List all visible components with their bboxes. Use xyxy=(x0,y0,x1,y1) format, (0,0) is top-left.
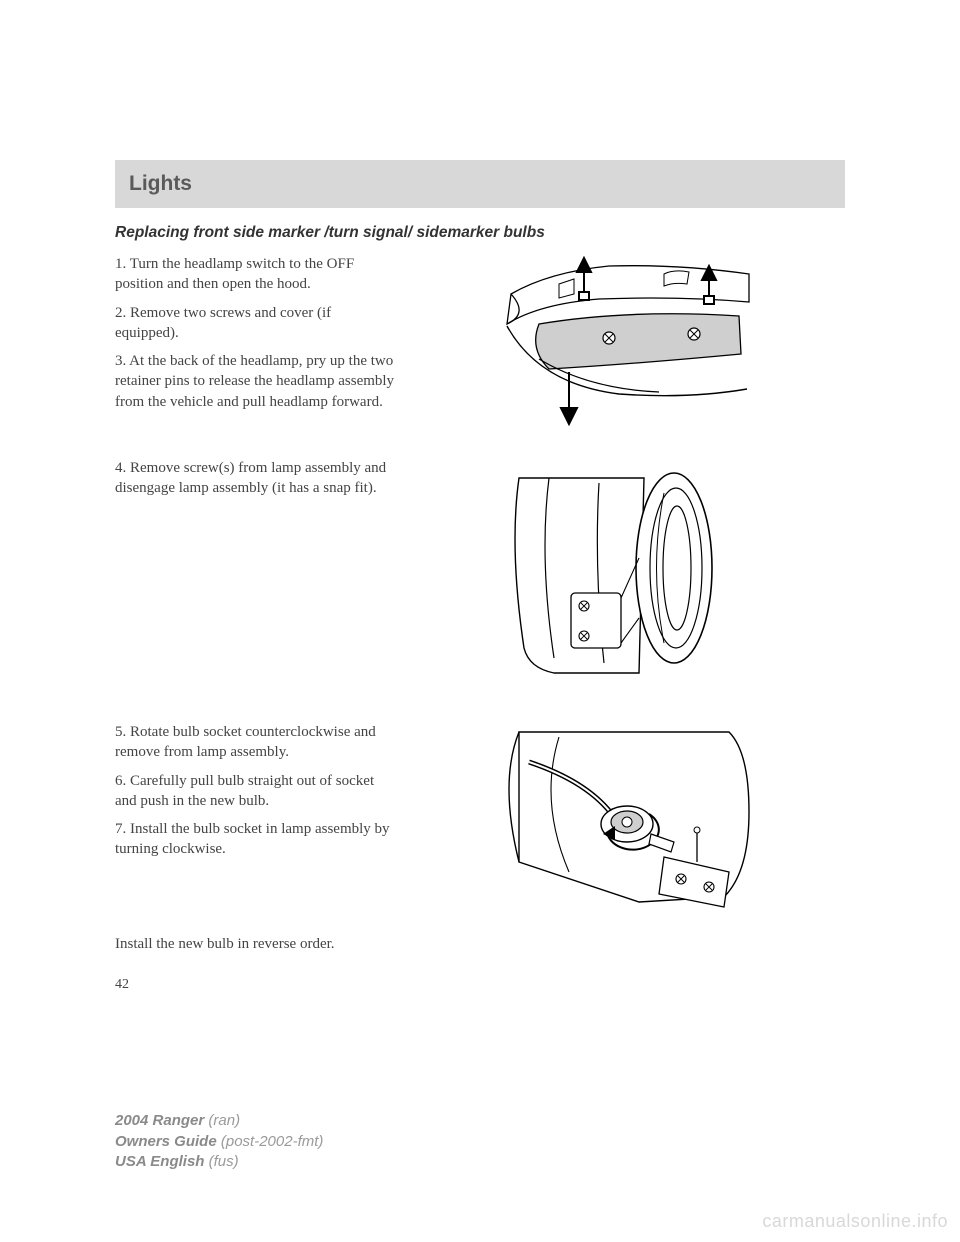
headlamp-cover-diagram xyxy=(499,254,759,434)
block-2: 4. Remove screw(s) from lamp assembly an… xyxy=(115,458,845,698)
section-title: Lights xyxy=(129,172,192,196)
section-header: Lights xyxy=(115,160,845,208)
watermark: carmanualsonline.info xyxy=(762,1211,948,1232)
step-2: 2. Remove two screws and cover (if equip… xyxy=(115,303,395,344)
step-4: 4. Remove screw(s) from lamp assembly an… xyxy=(115,458,395,499)
footer-code-1: (ran) xyxy=(208,1112,240,1129)
footer: 2004 Ranger (ran) Owners Guide (post-200… xyxy=(115,1111,323,1172)
step-7: 7. Install the bulb socket in lamp assem… xyxy=(115,819,395,860)
closing-note: Install the new bulb in reverse order. xyxy=(115,936,845,953)
block-1: 1. Turn the headlamp switch to the OFF p… xyxy=(115,254,845,434)
page-number: 42 xyxy=(115,977,845,993)
block-1-image xyxy=(413,254,845,434)
footer-line-1: 2004 Ranger (ran) xyxy=(115,1111,323,1131)
block-3-image xyxy=(413,722,845,912)
footer-guide: Owners Guide xyxy=(115,1133,221,1150)
footer-lang: USA English xyxy=(115,1153,209,1170)
step-5: 5. Rotate bulb socket counterclockwise a… xyxy=(115,722,395,763)
block-2-image xyxy=(413,458,845,698)
page-content: Lights Replacing front side marker /turn… xyxy=(0,0,960,993)
block-1-text: 1. Turn the headlamp switch to the OFF p… xyxy=(115,254,395,434)
block-2-text: 4. Remove screw(s) from lamp assembly an… xyxy=(115,458,395,698)
footer-model: 2004 Ranger xyxy=(115,1112,208,1129)
step-1: 1. Turn the headlamp switch to the OFF p… xyxy=(115,254,395,295)
bulb-socket-diagram xyxy=(499,722,759,912)
subheading: Replacing front side marker /turn signal… xyxy=(115,224,845,242)
footer-code-3: (fus) xyxy=(209,1153,239,1170)
footer-code-2: (post-2002-fmt) xyxy=(221,1133,324,1150)
step-3: 3. At the back of the headlamp, pry up t… xyxy=(115,351,395,412)
block-3: 5. Rotate bulb socket counterclockwise a… xyxy=(115,722,845,912)
lamp-assembly-diagram xyxy=(499,458,759,698)
footer-line-3: USA English (fus) xyxy=(115,1152,323,1172)
block-3-text: 5. Rotate bulb socket counterclockwise a… xyxy=(115,722,395,912)
step-6: 6. Carefully pull bulb straight out of s… xyxy=(115,771,395,812)
footer-line-2: Owners Guide (post-2002-fmt) xyxy=(115,1132,323,1152)
